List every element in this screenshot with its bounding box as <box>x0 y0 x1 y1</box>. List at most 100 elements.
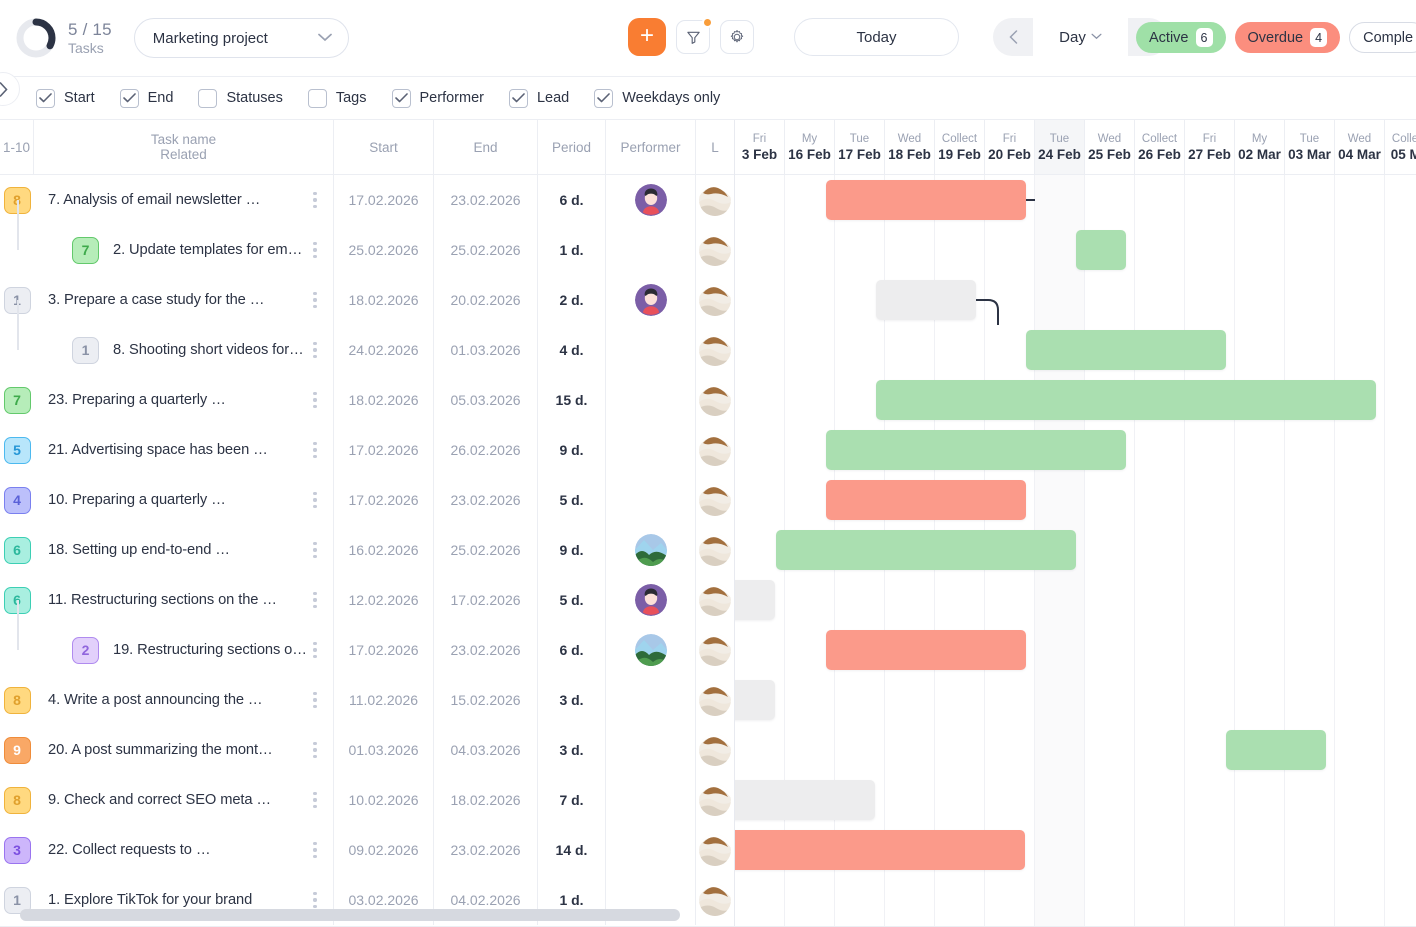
today-button[interactable]: Today <box>794 18 959 56</box>
task-id-badge[interactable]: 6 <box>3 536 31 564</box>
column-header-performer[interactable]: Performer <box>606 120 696 174</box>
status-pill-active[interactable]: Active 6 <box>1136 22 1226 53</box>
column-toggle-tags[interactable]: Tags <box>307 88 367 108</box>
gantt-task-bar[interactable] <box>826 480 1026 520</box>
end-date-cell[interactable]: 04.02.2026 <box>434 875 538 925</box>
start-date-cell[interactable]: 17.02.2026 <box>334 425 434 475</box>
gantt-task-bar[interactable] <box>876 380 1376 420</box>
start-date-cell[interactable]: 01.03.2026 <box>334 725 434 775</box>
performer-cell[interactable] <box>606 575 696 625</box>
column-header-start[interactable]: Start <box>334 120 434 174</box>
performer-cell[interactable] <box>606 325 696 375</box>
lead-cell[interactable] <box>696 875 734 925</box>
lead-cell[interactable] <box>696 575 734 625</box>
performer-cell[interactable] <box>606 175 696 225</box>
row-menu-button[interactable] <box>307 691 323 709</box>
task-id-badge[interactable]: 3 <box>3 836 31 864</box>
column-header-lead[interactable]: L <box>711 139 719 155</box>
performer-cell[interactable] <box>606 275 696 325</box>
status-pill-overdue[interactable]: Overdue 4 <box>1234 22 1341 53</box>
task-name-cell[interactable]: 11. Restructuring sections on the … <box>34 575 334 625</box>
row-menu-button[interactable] <box>307 791 323 809</box>
avatar[interactable] <box>699 834 731 866</box>
end-date-cell[interactable]: 23.02.2026 <box>434 475 538 525</box>
gantt-task-bar[interactable] <box>1026 330 1226 370</box>
gantt-task-bar[interactable] <box>735 680 775 720</box>
lead-cell[interactable] <box>696 175 734 225</box>
filter-button[interactable] <box>676 17 713 54</box>
performer-cell[interactable] <box>606 875 696 925</box>
row-menu-button[interactable] <box>307 491 323 509</box>
project-selector[interactable]: Marketing project <box>133 18 349 58</box>
column-header-end[interactable]: End <box>434 120 538 174</box>
table-row[interactable]: 2 19. Restructuring sections on … 17.02.20… <box>0 600 734 675</box>
gantt-day-header[interactable]: Wed 04 Mar <box>1335 120 1385 174</box>
lead-cell[interactable] <box>696 275 734 325</box>
task-name-cell[interactable]: 7. Analysis of email newsletter … <box>34 175 334 225</box>
avatar[interactable] <box>699 184 731 216</box>
performer-cell[interactable] <box>606 475 696 525</box>
column-toggle-performer[interactable]: Performer <box>391 88 484 108</box>
table-row[interactable]: 7 23. Preparing a quarterly … 18.02.2026 05… <box>0 375 734 425</box>
lead-cell[interactable] <box>696 425 734 475</box>
table-row[interactable]: 1 8. Shooting short videos for … 24.02.202… <box>0 300 734 375</box>
task-id-badge[interactable]: 9 <box>3 736 31 764</box>
avatar[interactable] <box>699 534 731 566</box>
start-date-cell[interactable]: 12.02.2026 <box>334 575 434 625</box>
gantt-task-bar[interactable] <box>826 630 1026 670</box>
end-date-cell[interactable]: 17.02.2026 <box>434 575 538 625</box>
row-menu-button[interactable] <box>307 841 323 859</box>
task-id-badge[interactable]: 8 <box>3 786 31 814</box>
performer-cell[interactable] <box>606 625 696 675</box>
column-toggle-end[interactable]: End <box>119 88 173 108</box>
start-date-cell[interactable]: 11.02.2026 <box>334 675 434 725</box>
row-menu-button[interactable] <box>307 741 323 759</box>
task-name-cell[interactable]: 3. Prepare a case study for the … <box>34 275 334 325</box>
table-row[interactable]: 13. Prepare a case study for the …18.02.… <box>0 275 734 325</box>
task-name-cell[interactable]: 1. Explore TikTok for your brand <box>34 875 334 925</box>
task-name-cell[interactable]: 7 2. Update templates for ema… <box>34 225 334 275</box>
table-row[interactable]: 611. Restructuring sections on the …12.0… <box>0 575 734 625</box>
gantt-day-header[interactable]: Wed 18 Feb <box>885 120 935 174</box>
end-date-cell[interactable]: 25.02.2026 <box>434 225 538 275</box>
gantt-day-header[interactable]: Wed 25 Feb <box>1085 120 1135 174</box>
gantt-day-header[interactable]: Tue 03 Mar <box>1285 120 1335 174</box>
avatar[interactable] <box>699 234 731 266</box>
row-menu-button[interactable] <box>307 641 323 659</box>
performer-cell[interactable] <box>606 775 696 825</box>
end-date-cell[interactable]: 23.02.2026 <box>434 825 538 875</box>
scale-prev-button[interactable] <box>993 18 1033 56</box>
task-id-badge[interactable]: 7 <box>3 386 31 414</box>
row-menu-button[interactable] <box>307 391 323 409</box>
start-date-cell[interactable]: 03.02.2026 <box>334 875 434 925</box>
task-name-cell[interactable]: 23. Preparing a quarterly … <box>34 375 334 425</box>
status-pill-complete[interactable]: Comple <box>1349 22 1416 53</box>
settings-button[interactable] <box>720 20 754 54</box>
column-toggle-lead[interactable]: Lead <box>508 88 569 108</box>
task-name-cell[interactable]: 1 8. Shooting short videos for … <box>34 325 334 375</box>
start-date-cell[interactable]: 24.02.2026 <box>334 325 434 375</box>
gantt-task-bar[interactable] <box>876 280 976 320</box>
task-name-cell[interactable]: 4. Write a post announcing the … <box>34 675 334 725</box>
performer-cell[interactable] <box>606 675 696 725</box>
start-date-cell[interactable]: 17.02.2026 <box>334 175 434 225</box>
gantt-day-header[interactable]: Collect05 Ma <box>1385 120 1416 174</box>
avatar[interactable] <box>699 784 731 816</box>
column-header-range[interactable]: 1-10 <box>0 120 34 174</box>
lead-cell[interactable] <box>696 375 734 425</box>
gantt-task-bar[interactable] <box>735 830 1025 870</box>
table-row[interactable]: 87. Analysis of email newsletter …17.02.… <box>0 175 734 225</box>
table-horizontal-scrollbar[interactable] <box>20 909 680 921</box>
task-name-cell[interactable]: 20. A post summarizing the mont… <box>34 725 334 775</box>
gantt-day-header[interactable]: Fri 20 Feb <box>985 120 1035 174</box>
task-id-badge[interactable]: 7 <box>72 236 99 264</box>
table-row[interactable]: 5 21. Advertising space has been … 17.02.2… <box>0 425 734 475</box>
end-date-cell[interactable]: 15.02.2026 <box>434 675 538 725</box>
add-task-button[interactable]: + <box>628 18 666 56</box>
performer-cell[interactable] <box>606 725 696 775</box>
task-name-cell[interactable]: 10. Preparing a quarterly … <box>34 475 334 525</box>
avatar[interactable] <box>699 284 731 316</box>
column-toggle-statuses[interactable]: Statuses <box>198 88 283 108</box>
task-name-cell[interactable]: 18. Setting up end-to-end … <box>34 525 334 575</box>
avatar[interactable] <box>699 734 731 766</box>
